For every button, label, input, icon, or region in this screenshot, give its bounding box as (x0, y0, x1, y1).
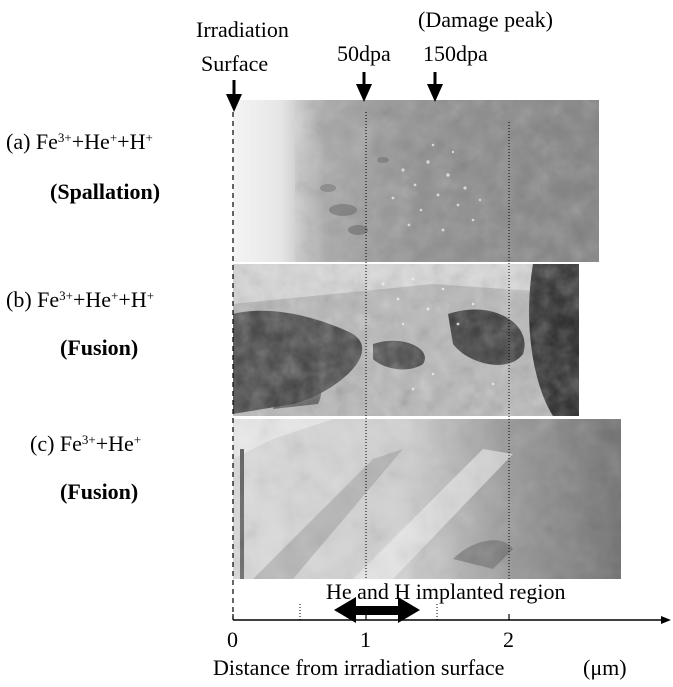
panel-a-he-charge: + (109, 129, 118, 145)
panel-a-fe: (a) Fe (6, 129, 58, 154)
irradiation-label-line1: Irradiation (196, 17, 289, 42)
panel-b-fe-charge: 3+ (59, 287, 73, 303)
micrograph-panel-c (233, 419, 621, 579)
panel-a-ions: (a) Fe3++He++H+ (6, 130, 153, 154)
panel-a-type: (Spallation) (50, 179, 161, 204)
dpa-50-arrow (356, 72, 372, 102)
panel-c-he-charge: + (133, 431, 142, 447)
micrograph-panel-a (233, 100, 599, 262)
panel-c-ions: (c) Fe3++He+ (30, 432, 141, 456)
panel-b-he: +He (73, 287, 112, 312)
panel-c-fe-charge: 3+ (81, 431, 96, 447)
dpa-150-arrow (427, 72, 443, 102)
panel-b-h: +H (118, 287, 147, 312)
damage-peak-label: (Damage peak) (418, 7, 553, 32)
panel-b-type-name: Fusion (67, 335, 131, 360)
panel-b-ions: (b) Fe3++He++H+ (6, 288, 154, 312)
dpa-150-label: 150dpa (423, 41, 488, 66)
panel-c-type-name: Fusion (67, 479, 131, 504)
axis-unit: (μm) (583, 655, 627, 680)
panel-a-h: +H (117, 129, 146, 154)
panel-a-fe-charge: 3+ (57, 129, 72, 145)
panel-a-h-charge: + (145, 129, 153, 145)
implanted-region-label: He and H implanted region (326, 579, 566, 604)
panel-b-fe: (b) Fe (6, 287, 60, 312)
panel-b-h-charge: + (146, 287, 155, 303)
distance-axis (232, 614, 671, 624)
panel-c-fe: (c) Fe (30, 431, 82, 456)
panel-c-he: +He (95, 431, 134, 456)
tick-label-1: 1 (360, 627, 371, 652)
axis-title: Distance from irradiation surface (213, 655, 505, 680)
panel-b-he-charge: + (111, 287, 119, 303)
panel-b-type: (Fusion) (60, 335, 139, 360)
panel-a-type-name: Spallation (57, 179, 153, 204)
panel-c-type: (Fusion) (60, 479, 139, 504)
micrograph-panel-b (233, 264, 579, 416)
panel-a-he: +He (71, 129, 110, 154)
tick-label-2: 2 (503, 627, 514, 652)
tick-label-0: 0 (227, 627, 238, 652)
dpa-50-label: 50dpa (337, 41, 391, 66)
irradiation-label-line2: Surface (201, 51, 269, 76)
